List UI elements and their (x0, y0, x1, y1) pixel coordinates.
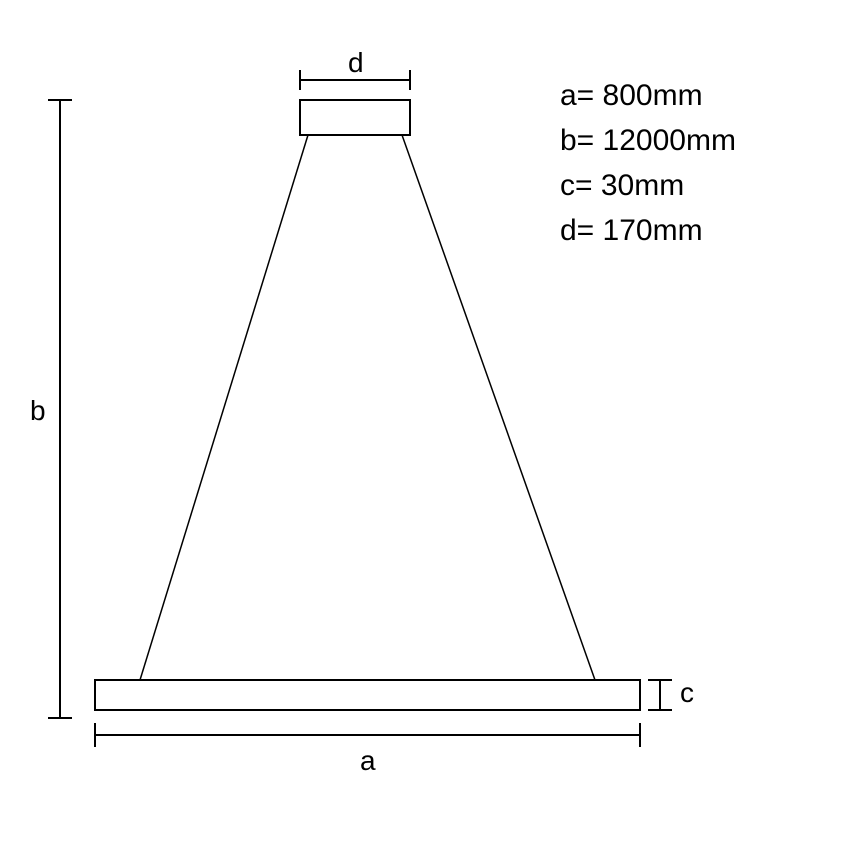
fixture-bar (95, 680, 640, 710)
legend-d: d= 170mm (560, 214, 703, 247)
dimension-d-label: d (348, 47, 364, 78)
dimension-b: b (30, 100, 72, 718)
dimension-b-label: b (30, 395, 46, 426)
dimension-c-label: c (680, 677, 694, 708)
legend-b: b= 12000mm (560, 124, 736, 157)
pendant-lamp-dimension-diagram: b d a c a= 800mm b= 12000mm c= 30mm d= 1… (0, 0, 868, 868)
dimension-a-label: a (360, 745, 376, 776)
dimension-d: d (300, 47, 410, 90)
dimension-a: a (95, 723, 640, 776)
canopy-box (300, 100, 410, 135)
legend-a: a= 800mm (560, 79, 703, 112)
suspension-wire-left (140, 135, 308, 680)
dimension-legend: a= 800mm b= 12000mm c= 30mm d= 170mm (560, 79, 736, 247)
dimension-c: c (648, 677, 694, 710)
legend-c: c= 30mm (560, 169, 684, 202)
